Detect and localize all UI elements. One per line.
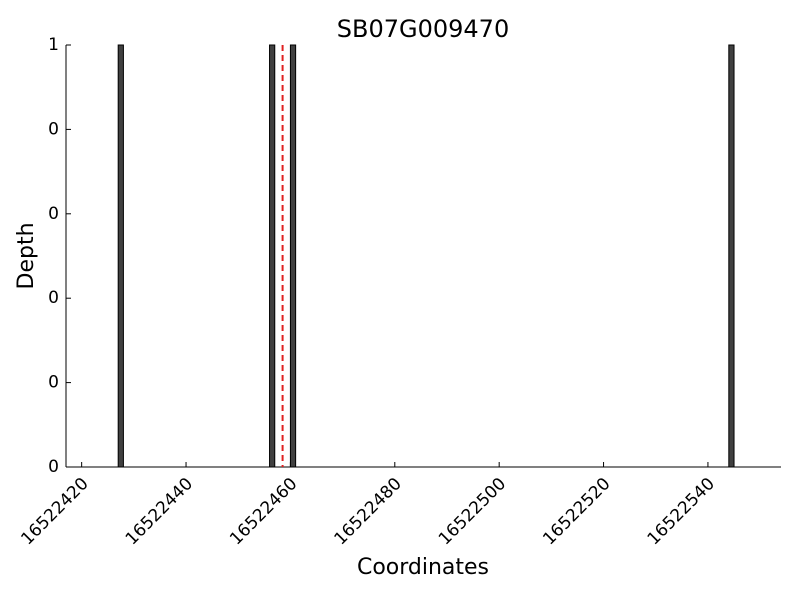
y-tick-label: 1 (48, 35, 59, 55)
y-axis-label: Depth (14, 222, 39, 289)
y-tick-label: 0 (48, 288, 59, 308)
x-tick-label: 16522480 (331, 474, 406, 549)
bar (728, 44, 735, 468)
chart-title: SB07G009470 (337, 15, 509, 43)
bar (289, 44, 297, 468)
bar (269, 44, 276, 468)
x-axis-label: Coordinates (357, 555, 489, 580)
y-tick-label: 0 (48, 204, 59, 224)
x-tick-label: 16522460 (226, 474, 301, 549)
x-tick-label: 16522520 (539, 474, 614, 549)
x-tick-label: 16522500 (435, 474, 510, 549)
x-tick-label: 16522540 (644, 474, 719, 549)
y-tick-label: 0 (48, 373, 59, 393)
x-tick-label: 16522420 (17, 474, 92, 549)
y-tick-label: 0 (48, 457, 59, 477)
y-tick-label: 0 (48, 119, 59, 139)
bar (117, 44, 124, 468)
x-tick-label: 16522440 (122, 474, 197, 549)
